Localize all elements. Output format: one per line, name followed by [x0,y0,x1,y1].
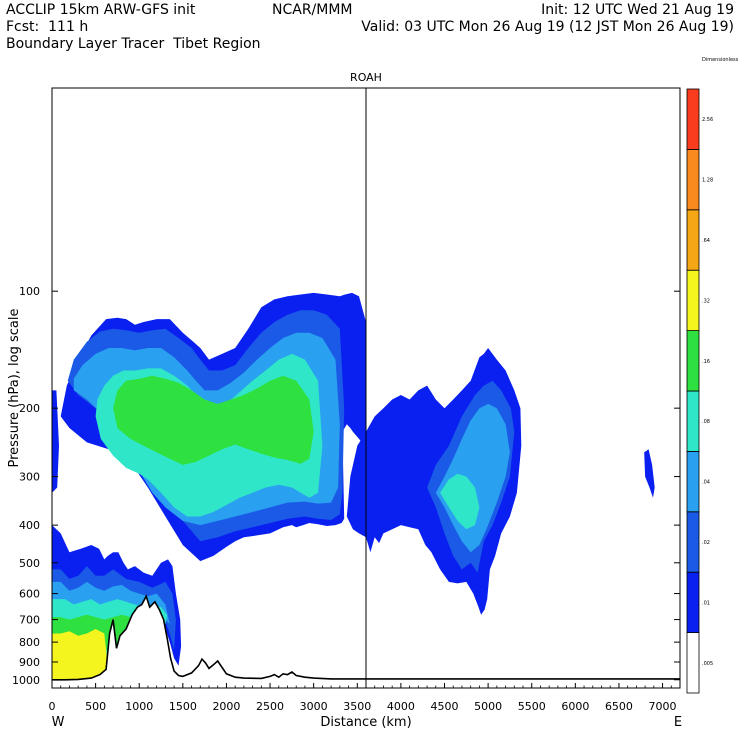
x-tick-label: 1000 [125,700,153,713]
y-axis: 100 200 300 400 500 600 700 800 900 1000 [12,285,680,687]
tracer-region-14 [113,375,314,465]
colorbar-swatch [686,571,700,634]
colorbar-label: Dimensionless [702,57,739,63]
header-line1-left: ACCLIP 15km ARW-GFS init [6,2,196,18]
station-marker-layer: ROAH [350,71,382,688]
header-line1-right: Init: 12 UTC Wed 21 Aug 19 [541,2,734,18]
colorbar-swatch [686,209,700,271]
terrain-mask [52,596,680,688]
header-line3-left: Boundary Layer Tracer Tibet Region [6,36,261,52]
x-end-label-east: E [674,715,682,730]
colorbar-label: .32 [702,298,710,304]
y-tick-label: 1000 [12,674,40,687]
colorbar-label: .005 [702,661,713,667]
x-tick-label: 5000 [474,700,502,713]
y-tick-label: 800 [19,636,40,649]
colorbar-label: .01 [702,600,710,606]
x-axis-label: Distance (km) [320,715,411,730]
x-end-label-west: W [52,715,65,730]
x-tick-label: 2500 [256,700,284,713]
station-marker-label: ROAH [350,71,382,84]
x-tick-label: 4000 [387,700,415,713]
colorbar-label: .02 [702,540,710,546]
colorbar-swatch [686,330,700,392]
colorbar-swatch [686,511,700,573]
y-tick-label: 400 [19,519,40,532]
header-line2-right: Valid: 03 UTC Mon 26 Aug 19 (12 JST Mon … [361,19,734,35]
colorbar-label: 2.56 [702,117,713,123]
terrain-layer [52,594,680,688]
x-axis: 0 500 1000 1500 2000 2500 3000 3500 4000 4500 5000… [49,683,677,713]
x-tick-label: 7000 [649,700,677,713]
colorbar-swatch [686,390,700,452]
x-tick-label: 2000 [212,700,240,713]
tracer-fill-layer [52,292,655,680]
y-tick-label: 100 [19,285,40,298]
y-axis-label: Pressure (hPa), log scale [7,309,22,468]
tracer-region-12 [440,473,480,530]
colorbar-swatch [686,269,700,332]
colorbar-swatch [686,148,700,211]
y-tick-label: 600 [19,588,40,601]
terrain-profile-line [52,594,680,681]
x-tick-label: 0 [49,700,56,713]
colorbar: .005 .01 .02 .04 .08 .16 .32 .64 1.28 2.56 Dimensi… [686,57,739,694]
tracer-region-3 [52,390,59,493]
x-tick-label: 3000 [300,700,328,713]
y-tick-label: 300 [19,471,40,484]
y-tick-label: 900 [19,656,40,669]
x-tick-label: 500 [85,700,106,713]
y-tick-label: 200 [19,402,40,415]
colorbar-swatch [686,88,700,150]
x-tick-label: 4500 [431,700,459,713]
colorbar-label: .64 [702,238,710,244]
x-tick-label: 3500 [343,700,371,713]
tracer-region-2 [644,449,655,498]
x-tick-label: 5500 [518,700,546,713]
header-line1-center: NCAR/MMM [272,2,353,18]
header-line2-left: Fcst: 111 h [6,19,89,35]
y-tick-label: 700 [19,614,40,627]
colorbar-swatch [686,632,700,694]
tracer-region-16 [52,629,109,680]
colorbar-label: .16 [702,359,710,365]
colorbar-swatch [686,450,700,513]
x-tick-label: 1500 [169,700,197,713]
colorbar-label: .08 [702,419,710,425]
x-tick-label: 6000 [561,700,589,713]
colorbar-label: 1.28 [702,178,713,184]
y-tick-label: 500 [19,557,40,570]
x-tick-label: 6500 [605,700,633,713]
colorbar-label: .04 [702,480,710,486]
